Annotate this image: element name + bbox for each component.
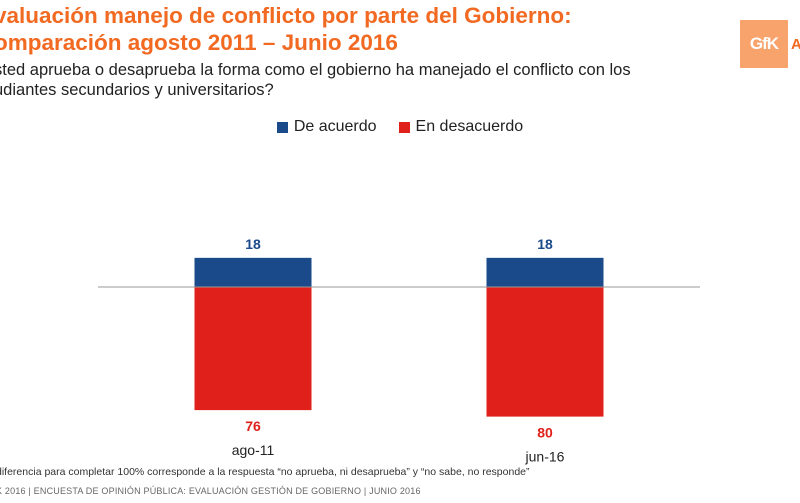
legend-swatch-desacuerdo xyxy=(398,121,410,133)
bar-desacuerdo-ago-11 xyxy=(194,287,312,411)
page-title: valuación manejo de conflicto por parte … xyxy=(0,2,674,56)
chart-legend: De acuerdo En desacuerdo xyxy=(0,118,800,136)
title-line-1: valuación manejo de conflicto por parte … xyxy=(0,3,572,28)
legend-swatch-acuerdo xyxy=(276,121,288,133)
survey-question: sted aprueba o desaprueba la forma como … xyxy=(0,60,734,100)
bar-desacuerdo-jun-16 xyxy=(486,287,604,417)
data-label-desacuerdo-jun-16: 80 xyxy=(537,425,553,441)
logo-side-text: A xyxy=(791,36,800,53)
question-line-2: udiantes secundarios y universitarios? xyxy=(0,81,274,99)
gfk-logo-text: GfK xyxy=(749,34,779,53)
legend-item-acuerdo: De acuerdo xyxy=(276,118,377,136)
bar-acuerdo-jun-16 xyxy=(486,257,604,287)
data-label-desacuerdo-ago-11: 76 xyxy=(245,418,261,434)
gfk-logo: GfK xyxy=(740,20,788,68)
question-line-1: sted aprueba o desaprueba la forma como … xyxy=(0,61,631,79)
data-label-acuerdo-ago-11: 18 xyxy=(245,236,261,252)
legend-label-desacuerdo: En desacuerdo xyxy=(415,118,524,135)
category-label-jun-16: jun-16 xyxy=(525,449,565,465)
legend-item-desacuerdo: En desacuerdo xyxy=(398,118,524,136)
category-label-ago-11: ago-11 xyxy=(232,442,275,458)
bar-acuerdo-ago-11 xyxy=(194,257,312,287)
data-label-acuerdo-jun-16: 18 xyxy=(537,236,553,252)
legend-label-acuerdo: De acuerdo xyxy=(293,118,377,135)
title-line-2: omparación agosto 2011 – Junio 2016 xyxy=(0,30,398,55)
footer: K 2016 | ENCUESTA DE OPINIÓN PÚBLICA: EV… xyxy=(0,486,421,496)
footnote: diferencia para completar 100% correspon… xyxy=(0,466,530,478)
